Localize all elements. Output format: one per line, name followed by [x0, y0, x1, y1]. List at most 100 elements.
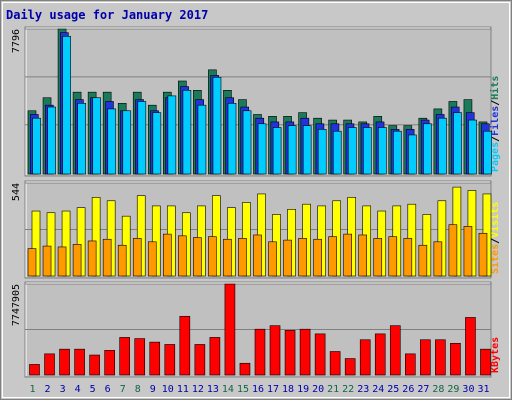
- bar-kbytes: [134, 338, 146, 376]
- x-axis-tick-labels: 1 2 3 4 5 6 7 8 9 10 11 12 13 14 15 16 17 18 19 20 21 22 23 24 2…: [30, 384, 490, 395]
- bar-pages: [378, 127, 387, 175]
- x-tick-label: 26: [402, 384, 414, 395]
- bar-kbytes: [389, 325, 401, 376]
- bar-sites: [57, 246, 67, 277]
- y-max-label: 544: [11, 183, 22, 201]
- bar-sites: [87, 240, 97, 277]
- x-tick-label: 29: [447, 384, 459, 395]
- x-tick-label: 3: [60, 384, 66, 395]
- x-tick-label: 28: [432, 384, 444, 395]
- x-tick-label: 4: [75, 384, 81, 395]
- legend-entry: /: [490, 136, 501, 142]
- bar-pages: [363, 127, 372, 175]
- bar-pages: [152, 112, 162, 175]
- bar-kbytes: [239, 362, 251, 376]
- x-tick-label: 27: [417, 384, 429, 395]
- bar-pages: [62, 36, 71, 175]
- bar-sites: [193, 237, 202, 277]
- bar-pages: [408, 134, 417, 175]
- bar-pages: [332, 130, 342, 175]
- x-tick-label: 24: [372, 384, 384, 395]
- bar-sites: [373, 238, 383, 277]
- bar-kbytes: [89, 354, 100, 376]
- bar-pages: [182, 90, 192, 175]
- bar-pages: [453, 112, 462, 175]
- chart-title: Daily usage for January 2017: [6, 8, 208, 22]
- bar-pages: [483, 130, 492, 175]
- bar-pages: [317, 129, 327, 175]
- bar-pages: [32, 117, 41, 175]
- x-tick-label: 8: [135, 384, 141, 395]
- bar-sites: [147, 241, 157, 277]
- legend-entry: /: [490, 238, 501, 244]
- bar-kbytes: [374, 333, 386, 376]
- series-legend: Pages/Files/Hits: [489, 76, 501, 172]
- bar-pages: [92, 97, 102, 175]
- bar-sites: [328, 236, 337, 277]
- bar-kbytes: [29, 364, 40, 376]
- x-tick-label: 13: [207, 384, 219, 395]
- x-tick-label: 6: [105, 384, 111, 395]
- x-tick-label: 22: [342, 384, 354, 395]
- bar-sites: [27, 248, 37, 277]
- bar-pages: [122, 110, 132, 175]
- bar-sites: [433, 241, 443, 277]
- x-tick-label: 15: [237, 384, 249, 395]
- x-tick-label: 5: [90, 384, 96, 395]
- bar-kbytes: [359, 339, 371, 376]
- series-legend: KBytes: [490, 337, 501, 373]
- x-tick-label: 9: [150, 384, 156, 395]
- legend-entry: Hits: [489, 76, 501, 100]
- bar-kbytes: [59, 348, 70, 376]
- bar-kbytes: [149, 341, 161, 376]
- bar-sites: [72, 244, 82, 277]
- legend-entry: Pages: [490, 142, 501, 172]
- bar-kbytes: [314, 333, 326, 376]
- bar-sites: [403, 238, 413, 277]
- bar-kbytes: [329, 351, 341, 376]
- x-tick-label: 10: [162, 384, 174, 395]
- bar-pages: [47, 106, 56, 175]
- bar-kbytes: [344, 358, 356, 376]
- bar-kbytes: [44, 353, 55, 376]
- bar-pages: [468, 119, 477, 175]
- x-tick-label: 23: [357, 384, 369, 395]
- bar-kbytes: [74, 348, 85, 376]
- bar-sites: [132, 238, 142, 277]
- bar-sites: [238, 238, 247, 277]
- panel-kbytes: 7747905 KBytes: [11, 281, 501, 378]
- bar-pages: [107, 108, 117, 175]
- bar-sites: [448, 224, 458, 277]
- bar-sites: [343, 233, 352, 277]
- bar-sites: [313, 238, 322, 277]
- bar-pages: [438, 117, 447, 175]
- bar-kbytes: [179, 315, 191, 376]
- bar-sites: [223, 238, 232, 277]
- y-max-label: 7796: [11, 29, 22, 53]
- series-legend: Sites/Visits: [489, 202, 501, 274]
- bar-kbytes: [164, 344, 176, 376]
- legend-entry: Files: [489, 106, 501, 136]
- bar-kbytes: [480, 348, 491, 376]
- bar-sites: [358, 234, 368, 277]
- bar-kbytes: [420, 339, 431, 376]
- bar-kbytes: [209, 337, 221, 376]
- bar-pages: [393, 130, 402, 175]
- bar-kbytes: [405, 353, 416, 376]
- x-tick-label: 21: [327, 384, 339, 395]
- y-max-label: 7747905: [11, 284, 22, 326]
- bar-pages: [347, 127, 357, 175]
- bar-kbytes: [224, 283, 236, 376]
- bar-kbytes: [284, 330, 296, 376]
- bar-sites: [388, 236, 398, 277]
- x-tick-label: 20: [312, 384, 324, 395]
- bar-kbytes: [299, 328, 311, 376]
- bar-kbytes: [254, 328, 266, 376]
- bar-kbytes: [194, 344, 206, 376]
- bar-pages: [212, 76, 222, 175]
- legend-entry: Visits: [489, 202, 501, 238]
- x-tick-label: 16: [252, 384, 264, 395]
